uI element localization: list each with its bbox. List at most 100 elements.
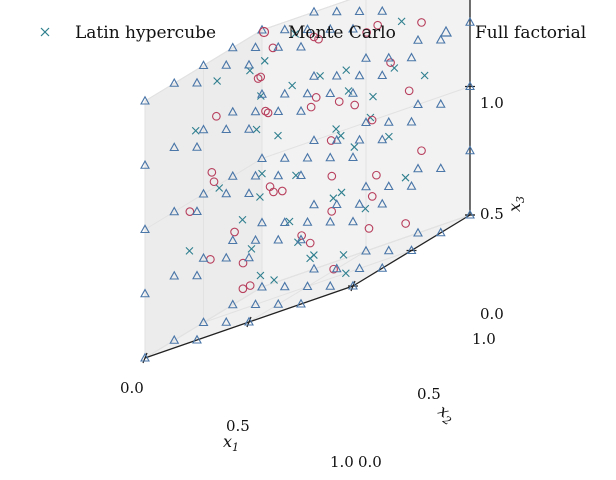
full-factorial-point-18 <box>227 106 238 116</box>
full-factorial-point-13 <box>198 124 209 134</box>
full-factorial-point-48 <box>309 70 319 80</box>
full-factorial-point-100 <box>348 280 358 290</box>
latin-hypercube-point-13-stroke-b <box>420 71 429 80</box>
full-factorial-point-55 <box>273 298 284 308</box>
full-factorial-point-77 <box>296 170 306 180</box>
latin-hypercube-point-39 <box>369 92 377 101</box>
full-factorial-point-93 <box>383 52 394 62</box>
full-factorial-point-113 <box>406 52 417 62</box>
monte-carlo-point-11 <box>309 32 319 42</box>
full-factorial-point-82 <box>325 152 336 162</box>
x2-axis-label: x2 <box>433 401 459 428</box>
latin-hypercube-point-28 <box>341 269 350 278</box>
full-factorial-point-1 <box>140 288 150 298</box>
full-factorial-point-83 <box>325 88 336 98</box>
data-points <box>140 5 475 362</box>
full-factorial-point-14 <box>198 60 209 70</box>
monte-carlo-point-1 <box>334 97 344 106</box>
full-factorial-point-35 <box>250 299 261 309</box>
full-factorial-point-3 <box>140 159 150 169</box>
full-factorial-point-34 <box>221 59 232 69</box>
latin-hypercube-point-14 <box>401 173 410 182</box>
full-factorial-point-103 <box>348 87 358 97</box>
monte-carlo-point-14 <box>386 58 395 67</box>
full-factorial-point-118 <box>435 34 446 44</box>
monte-carlo-point-32 <box>401 219 411 228</box>
latin-hypercube-point-0-stroke-b <box>260 56 269 65</box>
full-factorial-point-59 <box>273 41 284 51</box>
latin-hypercube-point-18 <box>185 246 194 255</box>
latin-hypercube-point-39-stroke-b <box>369 92 377 101</box>
full-factorial-point-25 <box>192 334 202 344</box>
latin-hypercube-point-26-stroke-b <box>361 204 370 213</box>
full-factorial-point-120 <box>465 209 475 219</box>
full-factorial-point-32 <box>221 188 232 198</box>
monte-carlo-point-8 <box>306 102 316 112</box>
full-factorial-point-78 <box>296 105 306 115</box>
latin-hypercube-point-2 <box>256 271 265 280</box>
latin-hypercube-point-15-stroke-b <box>397 17 406 26</box>
x1-axis-label: x1 <box>223 432 239 454</box>
latin-hypercube-point-15 <box>397 17 406 26</box>
full-factorial-point-57 <box>273 170 284 180</box>
full-factorial-point-95 <box>413 227 423 237</box>
latin-hypercube-point-10 <box>329 194 338 203</box>
full-factorial-point-104 <box>348 23 358 33</box>
full-factorial-point-123 <box>465 16 475 26</box>
monte-carlo-point-15 <box>245 281 255 290</box>
monte-carlo-point-16 <box>367 115 377 125</box>
latin-hypercube-point-1-stroke-b <box>258 169 266 178</box>
full-factorial-point-52 <box>244 188 254 198</box>
full-factorial-point-58 <box>273 106 284 116</box>
monte-carlo-point-20 <box>326 136 336 145</box>
latin-hypercube-point-37-stroke-b <box>350 143 359 151</box>
latin-hypercube-point-13 <box>420 71 429 80</box>
full-factorial-point-40 <box>279 281 290 291</box>
latin-hypercube-point-0 <box>260 56 269 65</box>
full-factorial-point-39 <box>250 42 261 52</box>
gridline-side-x3-1 <box>144 158 263 230</box>
gridline-back-x3-0 <box>261 214 471 288</box>
full-factorial-point-21 <box>257 217 267 227</box>
latin-hypercube-point-10-stroke-b <box>329 194 338 203</box>
latin-hypercube-point-38-stroke-b <box>390 64 399 72</box>
latin-hypercube-point-27-stroke-b <box>344 87 353 95</box>
latin-hypercube-point-35 <box>288 81 297 90</box>
monte-carlo-point-24 <box>311 93 321 102</box>
monte-carlo-point-36 <box>207 168 217 177</box>
full-factorial-point-98 <box>413 34 423 44</box>
full-factorial-point-56 <box>273 234 284 244</box>
full-factorial-point-43 <box>279 88 290 98</box>
monte-carlo-point-2 <box>305 238 315 248</box>
full-factorial-point-65 <box>331 263 342 273</box>
full-factorial-point-8 <box>169 142 180 152</box>
full-factorial-point-2 <box>140 224 150 234</box>
monte-carlo-point-34 <box>256 72 266 82</box>
monte-carlo-point-39 <box>367 192 377 201</box>
latin-hypercube-point-28-stroke-b <box>341 269 350 278</box>
legend-marker-triangle-icon <box>439 25 453 37</box>
full-factorial-point-36 <box>250 234 261 244</box>
monte-carlo-point-38 <box>238 258 248 268</box>
full-factorial-point-110 <box>406 245 417 255</box>
full-factorial-point-16 <box>227 235 238 245</box>
full-factorial-point-4 <box>140 95 150 105</box>
monte-carlo-point-12 <box>372 170 381 180</box>
full-factorial-point-85 <box>354 263 365 273</box>
latin-hypercube-point-37 <box>350 143 359 151</box>
monte-carlo-point-21 <box>238 284 248 294</box>
legend-item-latin-hypercube: Latin hypercube <box>40 23 216 43</box>
x3-tick-label-0: 0.0 <box>480 305 504 323</box>
monte-carlo-point-25 <box>364 224 374 233</box>
latin-hypercube-point-6-stroke-b <box>238 215 247 224</box>
full-factorial-point-69 <box>331 6 342 16</box>
latin-hypercube-point-32-stroke-b <box>215 184 224 192</box>
latin-hypercube-point-32 <box>215 184 224 192</box>
monte-carlo-point-29 <box>362 28 372 37</box>
full-factorial-point-41 <box>279 217 290 227</box>
full-factorial-point-80 <box>325 280 336 290</box>
full-factorial-point-6 <box>169 270 180 280</box>
full-factorial-point-88 <box>354 70 365 80</box>
full-factorial-point-75 <box>296 298 306 308</box>
latin-hypercube-point-7-stroke-b <box>342 66 351 74</box>
